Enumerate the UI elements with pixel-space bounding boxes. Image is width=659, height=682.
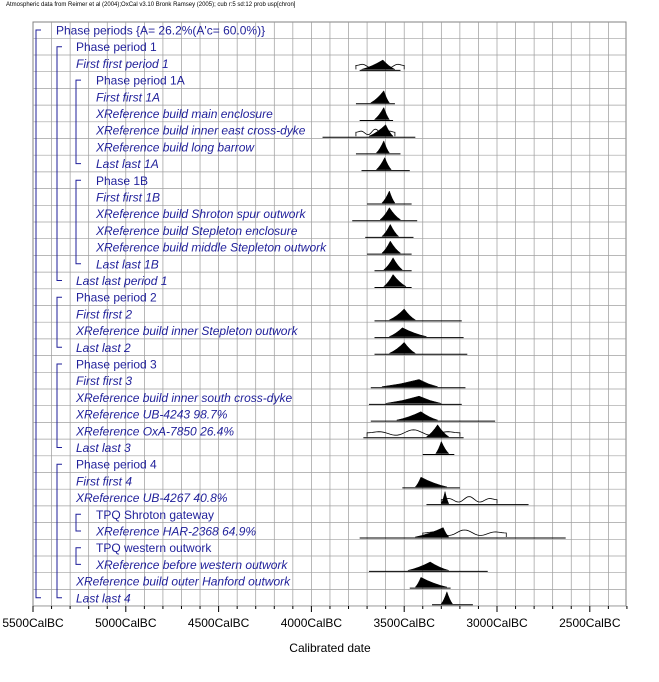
posterior-distribution [369,90,390,104]
phase-bracket [35,29,41,599]
posterior-distribution [381,190,396,204]
posterior-distribution [385,395,442,404]
row-label: XReference build inner Stepleton outwork [75,324,298,338]
row-label: Last last 4 [76,591,131,605]
row-label: Last last 2 [76,341,131,355]
row-label: Last last 1B [96,257,159,271]
row-label: Phase period 3 [76,358,157,372]
row-label: Last last period 1 [76,274,167,288]
row-label: XReference build inner south cross-dyke [75,391,292,405]
phase-bracket [75,79,81,165]
x-tick-label: 5500CalBC [2,616,64,630]
phase-bracket [75,179,81,265]
posterior-distribution [373,106,390,120]
row-label: First first 3 [76,374,132,388]
posterior-distribution [368,124,394,137]
posterior-distribution [440,491,450,504]
row-label: Phase periods {A= 26.2%(A'c= 60.0%)} [56,24,265,38]
prior-distribution [366,429,461,437]
phase-bracket [75,547,81,565]
phase-bracket [56,46,62,281]
row-label: First first 1B [96,191,160,205]
posterior-distribution [375,140,390,154]
row-label: First first 1A [96,90,160,104]
posterior-distribution [415,527,450,538]
row-label: XReference build middle Stepleton outwor… [95,241,327,255]
row-label: TPQ western outwork [96,541,212,555]
row-label: XReference UB-4267 40.8% [75,491,228,505]
posterior-distribution [414,476,447,488]
row-label: XReference OxA-7850 26.4% [75,424,234,438]
row-label: First first period 1 [76,57,169,71]
posterior-distribution [425,424,450,438]
phase-bracket [56,463,62,599]
row-label: First first 2 [76,307,132,321]
x-axis-title: Calibrated date [289,641,371,655]
row-label: Last last 3 [76,441,131,455]
x-tick-label: 2500CalBC [559,616,621,630]
posterior-distribution [379,207,402,220]
x-tick-label: 5000CalBC [95,616,157,630]
phase-bracket [56,363,62,448]
posterior-distribution [381,223,400,237]
row-label: Phase period 2 [76,291,157,305]
row-label: TPQ Shroton gateway [96,508,214,522]
row-label: Phase period 1 [76,40,157,54]
row-label: Phase period 4 [76,458,157,472]
row-label: XReference build main enclosure [95,107,273,121]
posterior-distribution [414,577,447,588]
prior-distribution [440,496,498,504]
posterior-distribution [435,440,450,454]
row-label: XReference build outer Hanford outwork [75,575,291,589]
row-label: Last last 1A [96,157,159,171]
distribution-layer [322,59,566,606]
row-label: XReference build inner east cross-dyke [95,124,306,138]
posterior-distribution [389,308,417,321]
posterior-distribution [396,411,438,421]
row-label: XReference HAR-2368 64.9% [95,525,256,539]
posterior-distribution [407,561,449,571]
posterior-distribution [440,591,453,605]
x-tick-label: 4000CalBC [281,616,343,630]
row-label: XReference build Shroton spur outwork [95,207,306,221]
x-tick-label: 4500CalBC [188,616,250,630]
x-tick-label: 3000CalBC [466,616,528,630]
x-tick-label: 3500CalBC [374,616,436,630]
row-label: Phase 1B [96,174,148,188]
posterior-distribution [389,327,427,337]
x-axis: 5500CalBC 5000CalBC 4500CalBC 4000CalBC 3500… [2,606,628,630]
posterior-distribution [383,274,408,287]
phase-bracket-layer [35,29,81,599]
posterior-distribution [381,379,438,387]
row-label: XReference UB-4243 98.7% [75,408,228,422]
phase-bracket [75,513,81,532]
row-label: First first 4 [76,474,132,488]
grid-layer [32,21,627,607]
posterior-distribution [389,341,417,354]
posterior-distribution [375,156,392,170]
row-label: XReference before western outwork [95,558,288,572]
row-label-layer: Phase periods {A= 26.2%(A'c= 60.0%)} Phas… [56,24,327,606]
calibration-source-note: Atmospheric data from Reimer et al (2004… [6,2,296,8]
row-label: XReference build long barrow [95,140,255,154]
row-label: Phase period 1A [96,74,185,88]
posterior-distribution [381,240,402,254]
posterior-distribution [361,59,396,70]
posterior-distribution [383,257,404,271]
row-label: XReference build Stepleton enclosure [95,224,298,238]
phase-bracket [56,296,62,348]
